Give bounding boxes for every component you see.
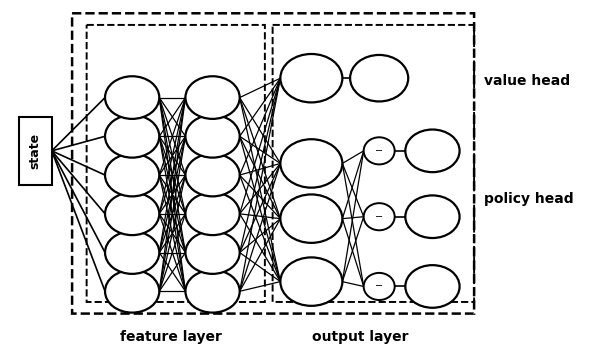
Ellipse shape <box>281 54 342 102</box>
Bar <box>19 117 52 185</box>
Text: −: − <box>375 146 383 156</box>
Ellipse shape <box>185 270 240 313</box>
Ellipse shape <box>406 130 459 172</box>
Ellipse shape <box>281 194 342 243</box>
Ellipse shape <box>185 193 240 235</box>
Ellipse shape <box>185 154 240 196</box>
Text: value head: value head <box>484 74 570 88</box>
Text: policy head: policy head <box>484 192 574 206</box>
Ellipse shape <box>281 257 342 306</box>
Text: feature layer: feature layer <box>120 330 222 344</box>
Ellipse shape <box>105 231 159 274</box>
Ellipse shape <box>350 55 408 102</box>
Ellipse shape <box>281 139 342 188</box>
Text: −: − <box>375 212 383 222</box>
Ellipse shape <box>406 265 459 308</box>
Ellipse shape <box>363 273 395 300</box>
Ellipse shape <box>185 76 240 119</box>
Ellipse shape <box>105 76 159 119</box>
Text: state: state <box>29 133 42 169</box>
Ellipse shape <box>185 115 240 158</box>
Ellipse shape <box>363 203 395 230</box>
Ellipse shape <box>105 154 159 196</box>
Ellipse shape <box>105 193 159 235</box>
Text: output layer: output layer <box>311 330 408 344</box>
Ellipse shape <box>105 270 159 313</box>
Ellipse shape <box>185 231 240 274</box>
Ellipse shape <box>105 115 159 158</box>
Text: −: − <box>375 281 383 291</box>
Ellipse shape <box>406 195 459 238</box>
Ellipse shape <box>363 137 395 164</box>
